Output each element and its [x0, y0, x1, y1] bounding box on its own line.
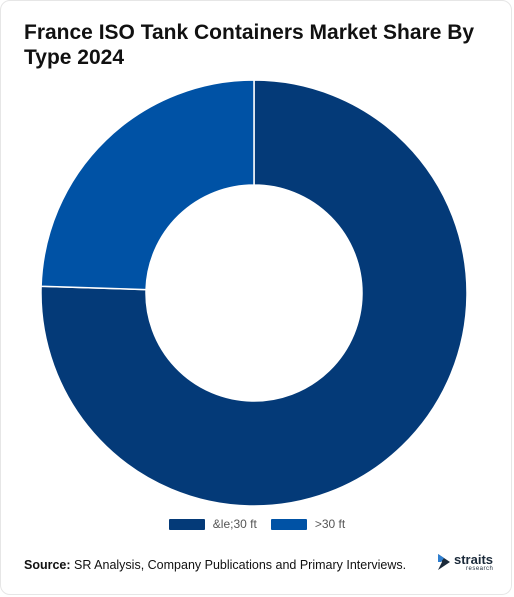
donut-slice-le30[interactable] [40, 79, 468, 507]
legend-item-gt30[interactable]: >30 ft [270, 517, 346, 531]
chart-title: France ISO Tank Containers Market Share … [24, 21, 475, 69]
legend-swatch-gt30 [270, 518, 307, 530]
logo-wordmark: straits [454, 552, 494, 567]
legend-label-gt30: >30 ft [314, 517, 346, 531]
legend-item-le30[interactable]: &le;30 ft [168, 517, 257, 531]
source-label: Source: [24, 558, 71, 572]
source-note: Source: SR Analysis, Company Publication… [24, 558, 406, 572]
legend-swatch-le30 [168, 518, 205, 530]
legend-label-le30: &le;30 ft [212, 517, 257, 531]
source-text: SR Analysis, Company Publications and Pr… [70, 558, 407, 572]
logo-arrow-icon [438, 554, 450, 570]
logo-subtext: research [466, 566, 494, 572]
straits-research-logo: straits research [436, 550, 496, 574]
donut-slice-gt30[interactable] [40, 79, 255, 291]
chart-legend: &le;30 ft >30 ft [0, 517, 514, 531]
